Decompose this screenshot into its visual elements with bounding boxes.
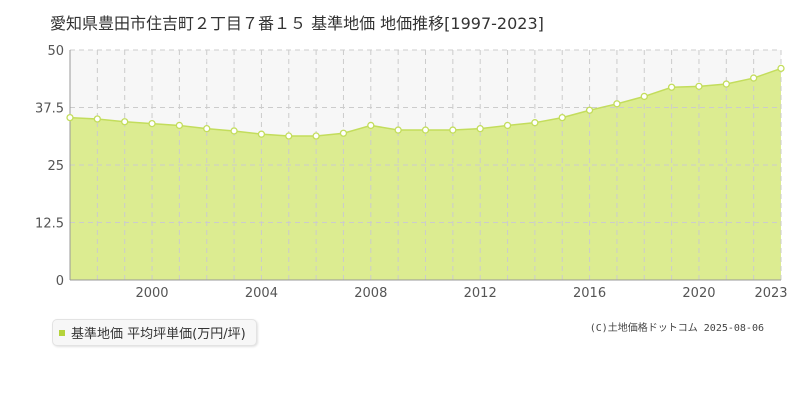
legend-label: 基準地価 平均坪単価(万円/坪) bbox=[71, 327, 246, 342]
credit-text: (C)土地価格ドットコム 2025-08-06 bbox=[589, 323, 764, 334]
data-point bbox=[203, 125, 211, 133]
x-tick-label: 2016 bbox=[573, 286, 606, 301]
series-area bbox=[70, 68, 781, 281]
data-point bbox=[230, 127, 238, 135]
data-point bbox=[175, 121, 184, 130]
x-tick-label: 2008 bbox=[354, 286, 387, 301]
data-point bbox=[312, 132, 320, 140]
data-point bbox=[66, 113, 74, 122]
x-tick-label: 2000 bbox=[135, 286, 168, 301]
data-point bbox=[148, 119, 156, 128]
data-point bbox=[449, 126, 457, 134]
data-point bbox=[640, 92, 648, 101]
data-point bbox=[531, 119, 539, 127]
x-tick-label: 2012 bbox=[464, 286, 497, 301]
data-point bbox=[394, 126, 402, 134]
y-tick-label: 12.5 bbox=[35, 217, 64, 232]
data-point bbox=[558, 113, 566, 122]
data-point bbox=[285, 132, 293, 140]
data-point bbox=[503, 121, 512, 130]
y-tick-label: 25 bbox=[47, 159, 64, 174]
data-point bbox=[722, 80, 730, 88]
y-tick-label: 37.5 bbox=[35, 102, 64, 117]
data-point bbox=[339, 129, 348, 137]
data-point bbox=[750, 74, 758, 82]
y-tick-label: 50 bbox=[47, 44, 64, 59]
y-tick-label: 0 bbox=[56, 274, 64, 289]
x-tick-label: 2004 bbox=[245, 286, 278, 301]
data-point bbox=[367, 121, 375, 130]
data-point bbox=[613, 100, 621, 108]
x-tick-label: 2023 bbox=[754, 286, 787, 301]
data-point bbox=[777, 64, 785, 73]
data-point bbox=[93, 115, 101, 123]
data-point bbox=[667, 83, 676, 91]
legend: 基準地価 平均坪単価(万円/坪) bbox=[52, 319, 257, 346]
data-point bbox=[695, 82, 703, 90]
data-point bbox=[257, 130, 266, 138]
data-point bbox=[476, 125, 484, 133]
data-point bbox=[585, 106, 594, 114]
data-point bbox=[121, 118, 129, 126]
chart-title: 愛知県豊田市住吉町２丁目７番１５ 基準地価 地価推移[1997-2023] bbox=[50, 14, 544, 33]
x-tick-label: 2020 bbox=[682, 286, 715, 301]
data-point bbox=[421, 126, 430, 134]
legend-marker bbox=[59, 329, 65, 336]
